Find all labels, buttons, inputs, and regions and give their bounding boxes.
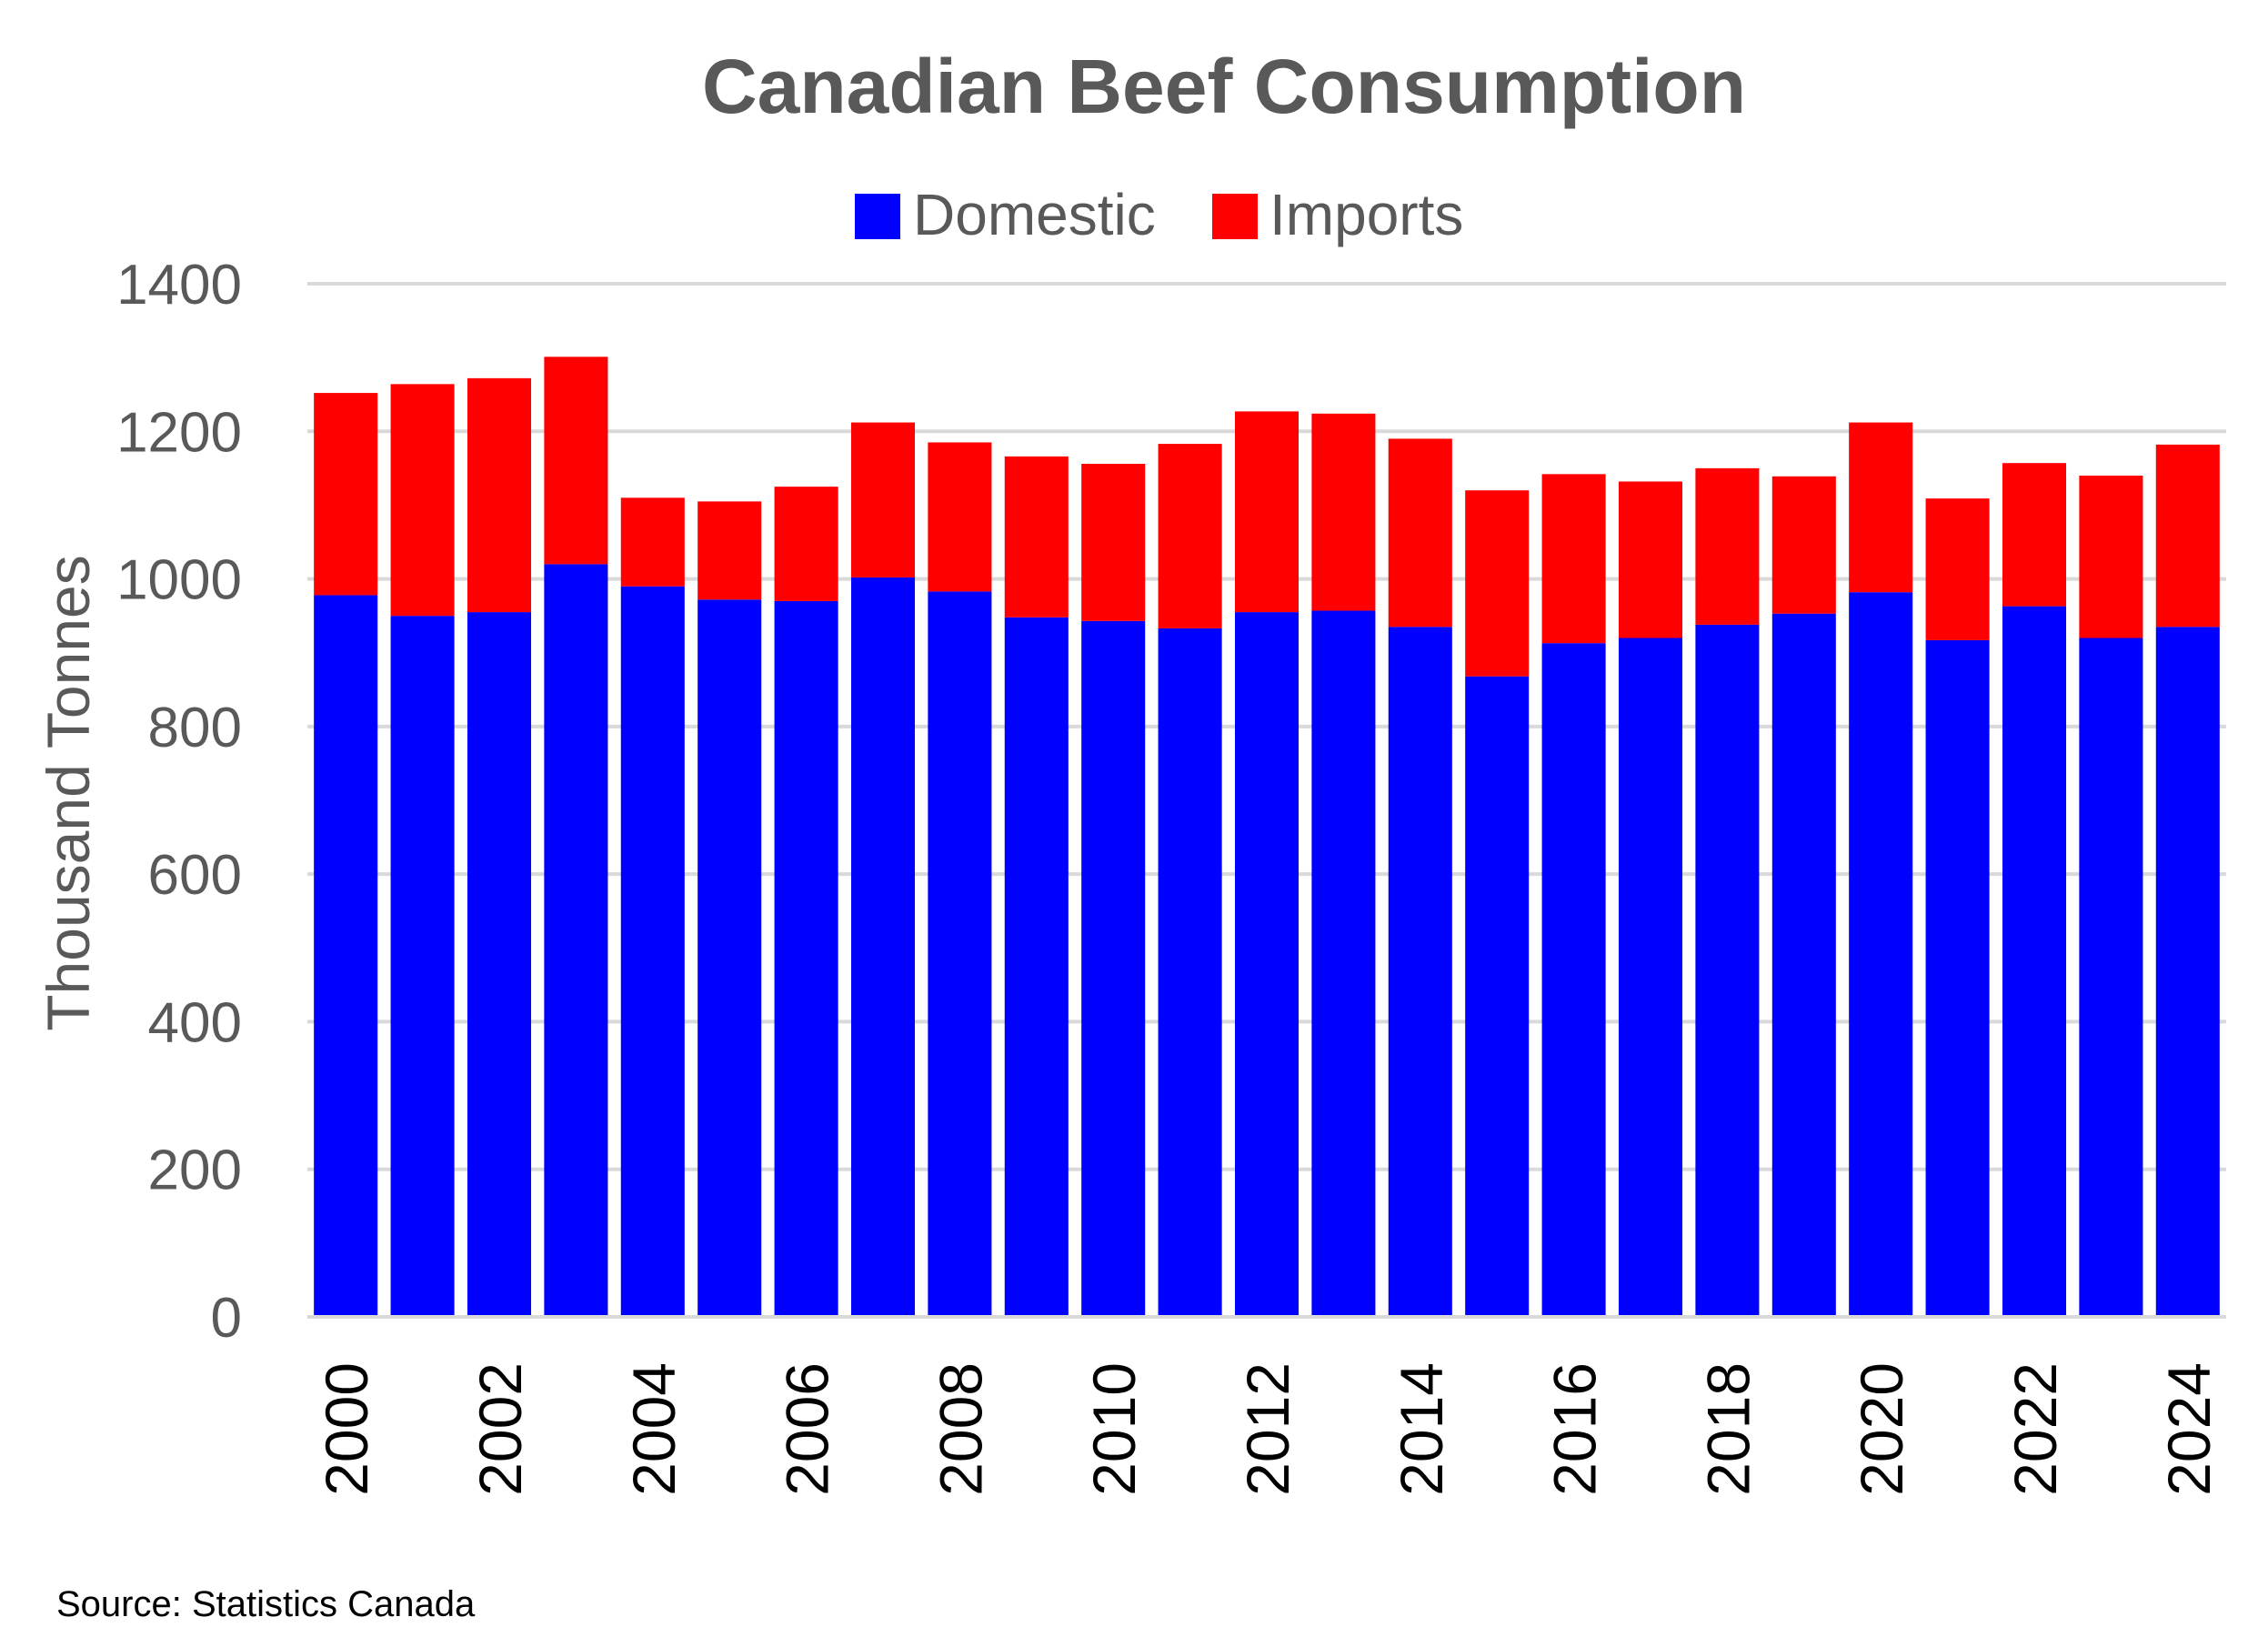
x-tick-label: 2020 [1848,1362,1915,1496]
bar-imports-2003 [544,357,608,565]
bar-domestic-2019 [1771,613,1836,1317]
x-tick-label: 2014 [1388,1362,1455,1496]
y-axis-label: Thousand Tonnes [35,555,102,1031]
bar-domestic-2002 [467,612,532,1317]
y-tick-label: 1200 [116,401,242,464]
bar-imports-2015 [1465,490,1530,677]
y-tick-label: 1400 [116,254,242,316]
chart-title: Canadian Beef Consumption [702,44,1746,129]
y-axis-tick-labels: 0 200 400 600 800 1000 1200 1400 [116,254,242,1350]
bar-domestic-2011 [1158,628,1222,1317]
bar-domestic-2018 [1695,624,1760,1317]
x-tick-label: 2012 [1234,1362,1301,1496]
y-tick-label: 400 [148,991,242,1054]
bar-imports-2012 [1234,411,1300,613]
bar-domestic-2024 [2155,627,2220,1317]
bar-imports-2010 [1081,463,1146,621]
x-tick-label: 2002 [467,1362,534,1496]
bar-domestic-2021 [1925,639,1990,1317]
bar-imports-2005 [697,501,762,600]
bar-domestic-2001 [390,616,455,1317]
bar-domestic-2010 [1081,620,1146,1317]
bar-imports-2006 [774,487,838,601]
bar-imports-2019 [1771,476,1836,614]
bar-domestic-2016 [1541,643,1606,1317]
legend-label-imports: Imports [1269,182,1463,247]
bar-domestic-2023 [2079,638,2143,1317]
x-tick-label: 2008 [927,1362,994,1496]
bar-imports-2021 [1925,498,1990,640]
bar-imports-2002 [467,377,532,613]
x-tick-label: 2010 [1080,1362,1148,1496]
bar-imports-2004 [620,497,685,587]
bar-domestic-2006 [774,600,838,1317]
bar-imports-2020 [1849,422,1913,593]
bar-domestic-2004 [620,586,685,1317]
legend-swatch-domestic [855,194,900,239]
x-tick-label: 2004 [620,1362,687,1496]
bar-imports-2008 [928,442,992,592]
bar-imports-2014 [1388,438,1452,628]
bar-domestic-2015 [1465,676,1530,1317]
bar-imports-2016 [1541,474,1606,644]
x-axis-tick-labels: 2000 2002 2004 2006 2008 2010 2012 2014 2016 2018… [313,1362,2223,1496]
bar-imports-2001 [390,384,455,617]
bar-domestic-2009 [1004,617,1069,1317]
bar-imports-2000 [314,393,378,596]
y-tick-label: 600 [148,844,242,907]
legend-label-domestic: Domestic [913,182,1156,247]
legend-swatch-imports [1212,194,1258,239]
bar-domestic-2014 [1388,627,1452,1317]
bar-domestic-2000 [314,595,378,1317]
x-tick-label: 2016 [1541,1362,1609,1496]
bar-series [314,357,2220,1317]
bar-imports-2023 [2079,475,2143,638]
bar-domestic-2005 [697,599,762,1317]
x-tick-label: 2022 [2002,1362,2069,1496]
bar-imports-2017 [1618,481,1683,638]
x-tick-label: 2000 [313,1362,380,1496]
bar-domestic-2008 [928,591,992,1317]
bar-imports-2022 [2002,463,2067,607]
bar-domestic-2007 [850,577,916,1317]
y-tick-label: 800 [148,697,242,759]
y-tick-label: 0 [211,1287,242,1350]
bar-imports-2018 [1695,467,1760,625]
bar-imports-2009 [1004,456,1069,618]
bar-domestic-2017 [1618,638,1683,1317]
x-tick-label: 2006 [774,1362,841,1496]
y-tick-label: 200 [148,1140,242,1202]
bar-domestic-2012 [1234,612,1300,1317]
source-note: Source: Statistics Canada [56,1584,476,1624]
bar-domestic-2003 [544,564,608,1317]
bar-imports-2024 [2155,444,2220,628]
x-tick-label: 2018 [1694,1362,1761,1496]
bar-imports-2011 [1158,444,1222,628]
bar-domestic-2020 [1849,592,1913,1317]
chart-legend: Domestic Imports [855,182,1463,247]
y-tick-label: 1000 [116,549,242,612]
x-tick-label: 2024 [2155,1362,2223,1496]
bar-domestic-2013 [1311,610,1376,1317]
bar-imports-2007 [850,422,916,577]
bar-imports-2013 [1311,413,1376,611]
bar-domestic-2022 [2002,606,2067,1317]
